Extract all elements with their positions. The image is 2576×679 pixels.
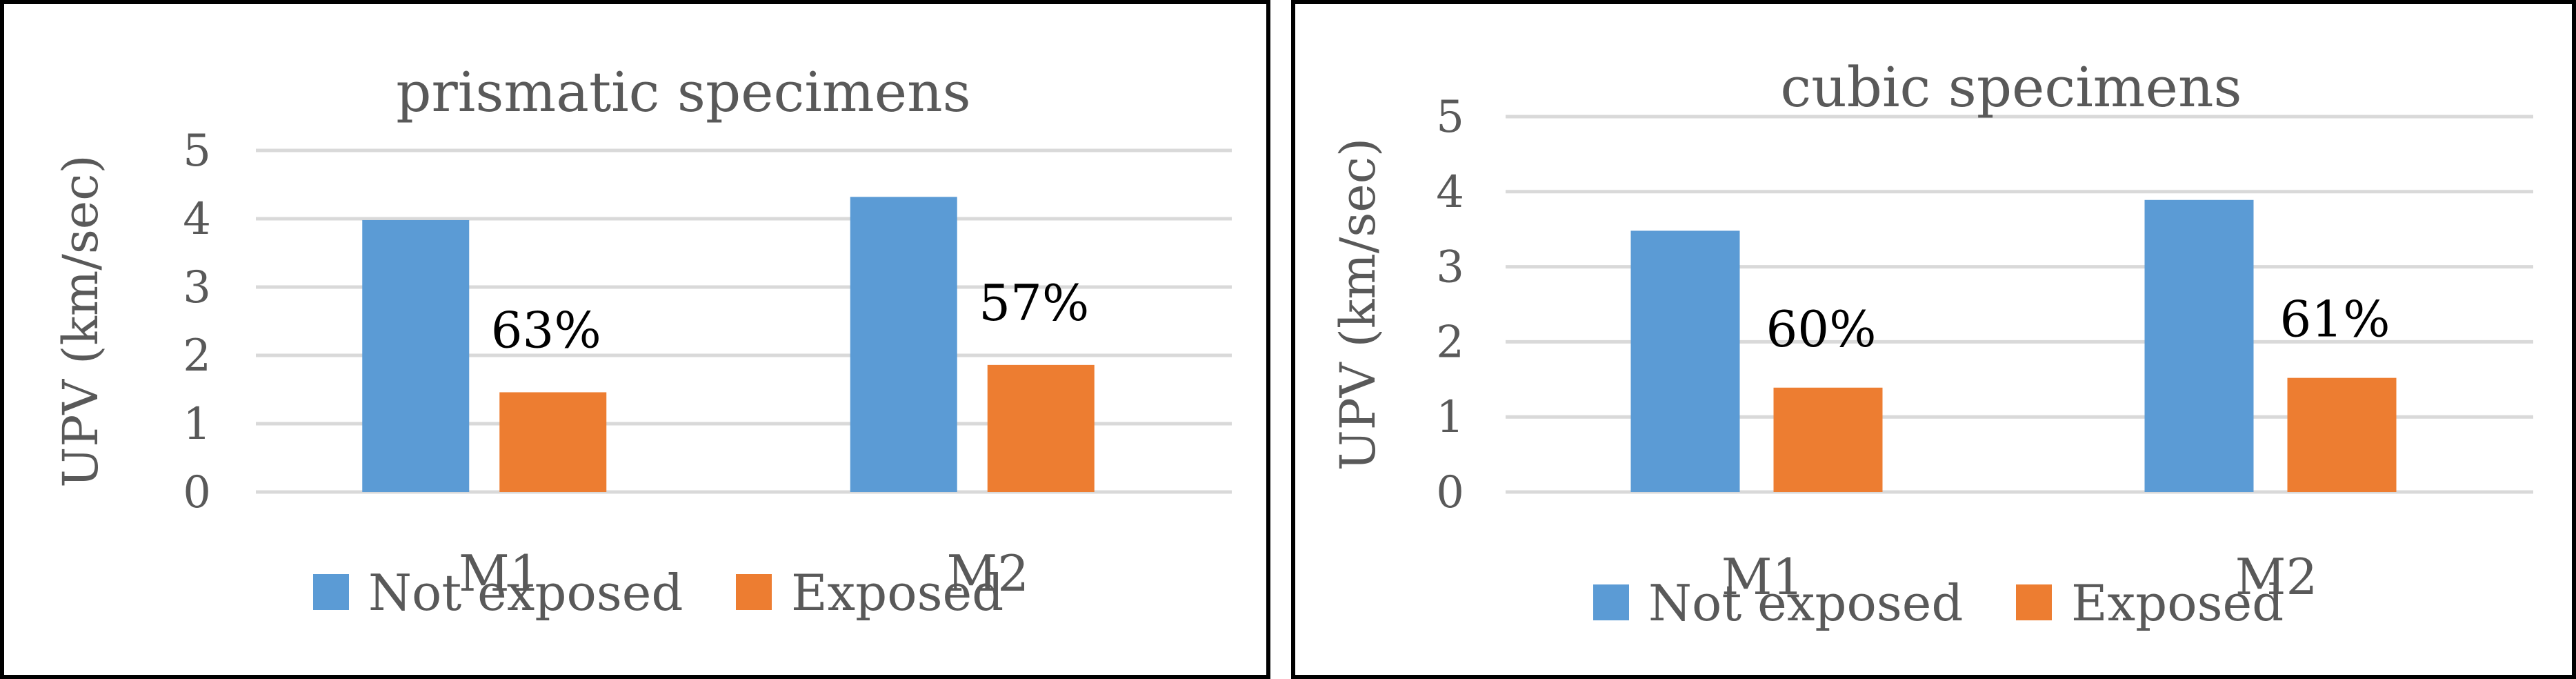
bar-exposed — [987, 364, 1095, 492]
legend-label-not-exposed: Not exposed — [1648, 574, 1963, 632]
bar-exposed — [1773, 387, 1883, 492]
category-label: M2 — [2235, 548, 2318, 606]
bar-not-exposed — [1630, 230, 1740, 492]
legend-label-exposed: Exposed — [791, 564, 1004, 622]
prismatic-chart-svg: 0 1 2 3 4 5 prismatic specimens UPV (km/sec) M1 6… — [52, 60, 1232, 622]
y-tick-label: 0 — [1436, 467, 1464, 518]
y-tick-label: 5 — [1436, 92, 1464, 143]
bar-exposed — [499, 392, 607, 492]
chart-panel-prismatic: 0 1 2 3 4 5 prismatic specimens UPV (km/sec) M1 6… — [0, 0, 1270, 679]
y-tick-label: 3 — [183, 262, 211, 313]
chart-title: cubic specimens — [1780, 55, 2241, 119]
percent-annotation: 57% — [979, 274, 1089, 332]
chart-panel-cubic: 0 1 2 3 4 5 cubic specimens UPV (km/sec) M1 60% M2… — [1291, 0, 2576, 679]
category-label: M2 — [946, 544, 1029, 602]
percent-annotation: 63% — [491, 301, 601, 359]
legend-label-not-exposed: Not exposed — [368, 564, 683, 622]
y-tick-label: 4 — [1436, 167, 1464, 218]
bar-exposed — [2287, 377, 2397, 492]
category-label: M1 — [1721, 548, 1804, 606]
percent-annotation: 60% — [1766, 300, 1876, 358]
y-tick-label: 4 — [183, 194, 211, 245]
percent-annotation: 61% — [2279, 291, 2390, 348]
legend-swatch-not-exposed — [313, 574, 349, 610]
y-tick-label: 1 — [1436, 392, 1464, 443]
y-tick-label: 3 — [1436, 242, 1464, 293]
legend-swatch-exposed — [2016, 584, 2052, 620]
legend-label-exposed: Exposed — [2071, 574, 2284, 632]
y-tick-label: 0 — [183, 467, 211, 518]
legend-swatch-exposed — [736, 574, 772, 610]
chart-title: prismatic specimens — [396, 60, 970, 124]
cubic-chart-svg: 0 1 2 3 4 5 cubic specimens UPV (km/sec) M1 60% M2… — [1330, 55, 2533, 632]
y-axis-title: UPV (km/sec) — [1330, 138, 1386, 471]
y-tick-label: 5 — [183, 126, 211, 177]
category-label: M1 — [459, 544, 541, 602]
y-tick-label: 1 — [183, 399, 211, 450]
y-axis-title: UPV (km/sec) — [52, 155, 109, 487]
bar-not-exposed — [362, 219, 470, 492]
y-tick-label: 2 — [1436, 317, 1464, 368]
legend-swatch-not-exposed — [1593, 584, 1629, 620]
y-tick-label: 2 — [183, 331, 211, 382]
bar-not-exposed — [2144, 199, 2254, 492]
bar-not-exposed — [850, 197, 957, 492]
